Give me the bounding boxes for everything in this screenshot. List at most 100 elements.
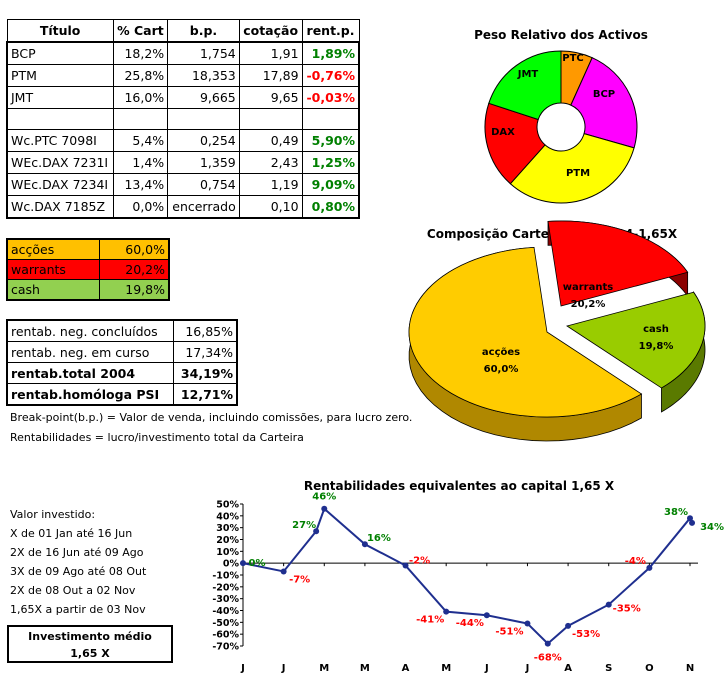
x-tick-label: N xyxy=(686,663,694,674)
line-point-label: 38% xyxy=(664,507,688,518)
x-tick-label: O xyxy=(645,663,654,674)
line-point xyxy=(687,515,693,522)
holdings-row: WEc.DAX 7234I 13,4% 0,754 1,19 9,09% xyxy=(6,173,360,196)
y-tick-label: -30% xyxy=(212,594,239,605)
x-tick-label: A xyxy=(564,663,572,674)
x-tick-label: M xyxy=(360,663,370,674)
pie3d-slice xyxy=(547,220,689,307)
allocation-value: 60,0% xyxy=(98,238,170,260)
pie3d-value: 19,8% xyxy=(639,341,674,352)
holdings-cell: WEc.DAX 7234I xyxy=(6,173,114,196)
returns-value: 16,85% xyxy=(172,319,238,342)
line-point-label: 46% xyxy=(312,492,336,503)
average-investment-box: Investimento médio 1,65 X xyxy=(7,625,173,663)
y-tick-label: -40% xyxy=(212,606,239,617)
allocation-label: warrants xyxy=(6,259,100,280)
donut-slice-label: JMT xyxy=(517,69,539,80)
line-point-label: -35% xyxy=(613,604,641,615)
pie3d-label: acções xyxy=(482,347,520,358)
y-tick-label: -70% xyxy=(212,642,239,653)
allocation-row: cash 19,8% xyxy=(6,279,170,301)
x-tick-label: J xyxy=(525,663,530,674)
allocation-value: 20,2% xyxy=(98,259,170,280)
returns-value: 17,34% xyxy=(172,341,238,363)
average-investment-value: 1,65 X xyxy=(70,647,110,660)
returns-row: rentab.homóloga PSI 12,71% xyxy=(6,383,238,406)
holdings-cell: 0,80% xyxy=(301,195,360,219)
holdings-cell: 1,89% xyxy=(301,41,360,65)
returns-label: rentab.total 2004 xyxy=(6,362,174,384)
holdings-cell: 18,353 xyxy=(167,64,240,87)
line-point-label: -41% xyxy=(416,615,444,626)
donut-slice-label: BCP xyxy=(593,89,615,100)
invested-line: 1,65X a partir de 03 Nov xyxy=(10,603,146,616)
returns-label: rentab. neg. concluídos xyxy=(6,319,174,342)
holdings-row: JMT 16,0% 9,665 9,65 -0,03% xyxy=(6,86,360,109)
x-tick-label: M xyxy=(441,663,451,674)
donut-slice-label: DAX xyxy=(491,127,515,138)
holdings-cell: encerrado xyxy=(167,195,240,219)
line-title: Rentabilidades equivalentes ao capital 1… xyxy=(304,479,615,493)
pie3d-value: 20,2% xyxy=(571,299,606,310)
returns-row: rentab.total 2004 34,19% xyxy=(6,362,238,384)
holdings-table: Título% Cart b.p. cotação rent.p. BCP 18,2% 1… xyxy=(6,19,360,219)
line-point xyxy=(565,622,572,629)
line-point xyxy=(524,620,531,627)
holdings-cell: Wc.DAX 7185Z xyxy=(6,195,114,219)
y-tick-label: 40% xyxy=(216,511,239,522)
y-tick-label: 20% xyxy=(216,535,239,546)
donut-slice xyxy=(488,50,562,121)
line-point-label: -51% xyxy=(495,627,523,638)
returns-value: 12,71% xyxy=(172,383,238,406)
line-point xyxy=(605,601,612,608)
line-point-label: 34% xyxy=(700,522,724,533)
donut-slice xyxy=(484,102,546,185)
line-point xyxy=(544,640,551,647)
y-tick-label: 0% xyxy=(223,559,240,570)
returns-row: rentab. neg. concluídos 16,85% xyxy=(6,319,238,342)
line-point xyxy=(402,562,409,569)
y-tick-label: -10% xyxy=(212,571,239,582)
y-tick-label: 10% xyxy=(216,547,239,558)
holdings-cell: 0,754 xyxy=(167,173,240,196)
allocation-table: acções 60,0% warrants 20,2% cash 19,8% xyxy=(6,238,170,301)
holdings-row: Wc.DAX 7185Z 0,0% encerrado 0,10 0,80% xyxy=(6,195,360,219)
holdings-cell: 13,4% xyxy=(112,173,169,196)
holdings-row: BCP 18,2% 1,754 1,91 1,89% xyxy=(6,41,360,65)
line-point-label: 16% xyxy=(367,533,391,544)
line-point xyxy=(689,519,696,526)
holdings-row: PTM 25,8% 18,353 17,89 -0,76% xyxy=(6,64,360,87)
donut-slice xyxy=(570,57,638,149)
allocation-row: acções 60,0% xyxy=(6,238,170,260)
average-investment-title: Investimento médio xyxy=(28,630,152,643)
pie3d-slice xyxy=(408,246,643,418)
returns-note: Rentabilidades = lucro/investimento tota… xyxy=(10,431,304,444)
donut-slice-label: PTM xyxy=(566,168,590,179)
y-tick-label: -50% xyxy=(212,618,239,629)
line-point-label: -7% xyxy=(289,574,310,585)
holdings-cell: 0,49 xyxy=(238,129,303,152)
returns-label: rentab.homóloga PSI xyxy=(6,383,174,406)
line-point xyxy=(361,541,368,548)
line-point xyxy=(443,608,450,615)
invested-line: 2X de 16 Jun até 09 Ago xyxy=(10,546,144,559)
line-point-label: -4% xyxy=(625,556,646,567)
returns-table: rentab. neg. concluídos 16,85% rentab. neg… xyxy=(6,319,238,406)
pie3d-label: warrants xyxy=(563,282,613,293)
y-tick-label: -20% xyxy=(212,582,239,593)
holdings-cell: 9,665 xyxy=(167,86,240,109)
allocation-label: cash xyxy=(6,279,100,301)
line-point-label: 27% xyxy=(292,520,316,531)
y-tick-label: 30% xyxy=(216,523,239,534)
line-point xyxy=(240,560,246,567)
x-tick-label: J xyxy=(484,663,489,674)
allocation-value: 19,8% xyxy=(98,279,170,301)
x-tick-label: J xyxy=(240,663,245,674)
donut-slice xyxy=(509,132,635,204)
pie3d-label: cash xyxy=(643,324,669,335)
line-point xyxy=(321,505,328,512)
x-tick-label: A xyxy=(402,663,410,674)
holdings-cell: 0,0% xyxy=(112,195,169,219)
invested-line: X de 01 Jan até 16 Jun xyxy=(10,527,133,540)
